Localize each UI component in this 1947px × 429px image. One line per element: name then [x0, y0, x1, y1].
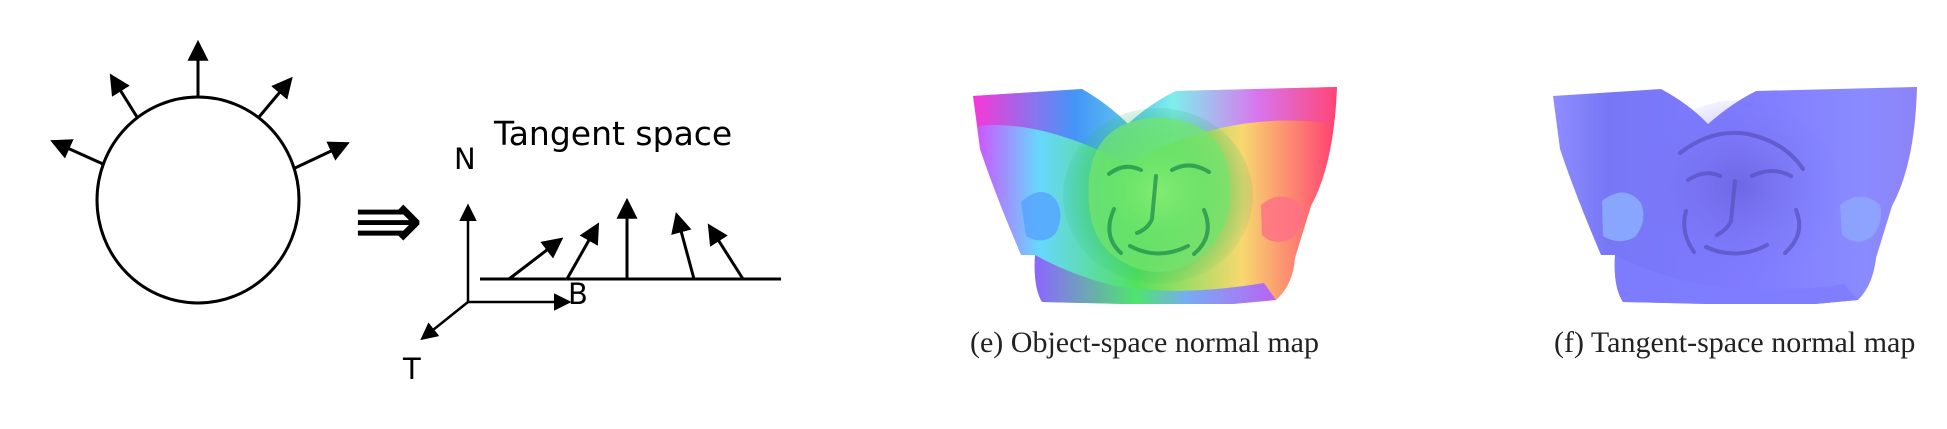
tangent-map-caption: (f) Tangent-space normal map	[1554, 326, 1915, 359]
tangent-map-face-details	[1678, 130, 1805, 256]
normal-arrow-top-left	[109, 73, 139, 118]
object-map-face-shape	[1088, 117, 1231, 272]
circle-outline	[95, 95, 301, 305]
tangent-map-bottom-band	[1614, 255, 1858, 304]
axis-label-n: N	[454, 142, 476, 176]
object-map-left-ear	[1021, 191, 1061, 241]
left-concept-diagram: ⇛ N B T Tangent space	[50, 39, 781, 386]
axis-label-t: T	[402, 352, 421, 386]
t-axis	[420, 301, 469, 341]
axis-label-b: B	[568, 277, 588, 311]
tangent-normal-4	[671, 211, 696, 280]
tangent-map-left-ear	[1602, 192, 1644, 242]
normal-arrow-right	[294, 141, 350, 170]
tangent-space-axes: N B T Tangent space	[402, 114, 781, 386]
object-map-right-ear	[1261, 196, 1303, 243]
tangent-normal-5	[707, 223, 745, 280]
object-space-normal-map: (e) Object-space normal map	[970, 87, 1337, 359]
object-map-bottom-band	[1034, 255, 1276, 304]
tangent-space-title: Tangent space	[493, 114, 732, 153]
implication-glyph: ⇛	[353, 171, 423, 269]
object-map-face-details	[1107, 163, 1211, 256]
tangent-map-right-ear	[1840, 196, 1882, 242]
normal-arrow-left	[50, 139, 104, 166]
normal-arrow-top-right	[257, 76, 293, 118]
tangent-normal-2	[565, 222, 600, 280]
tangent-normal-1	[508, 237, 564, 281]
implication-symbol: ⇛	[353, 171, 423, 269]
object-map-caption: (e) Object-space normal map	[970, 326, 1319, 359]
tangent-space-normal-map: (f) Tangent-space normal map	[1553, 87, 1917, 359]
sphere-with-normals	[50, 39, 350, 305]
